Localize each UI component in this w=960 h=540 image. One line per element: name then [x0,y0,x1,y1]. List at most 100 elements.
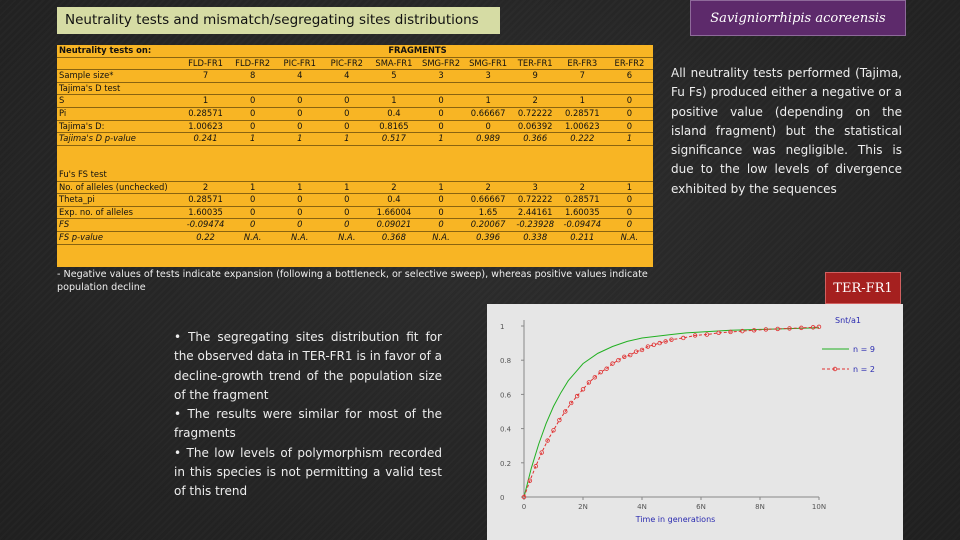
table-cell: 0.222 [558,132,606,146]
y-tick-label: 0 [500,494,504,502]
data-point [716,330,721,336]
data-point [568,400,574,406]
table-cell: 0 [323,218,371,232]
data-point [704,332,710,337]
y-tick-label: 1 [500,323,504,331]
y-tick-label: 0.8 [500,357,511,365]
row-label: FS [57,218,182,232]
table-cell: 1 [323,181,371,195]
row-label: Tajima's D: [57,120,182,134]
table-cell: 2 [464,181,512,195]
bullet-item: • The results were similar for most of t… [174,407,442,441]
table-cell: 0.22 [182,231,230,245]
table-cell: 0 [229,193,277,207]
table-cell: 1 [229,181,277,195]
data-point [681,335,686,341]
x-tick-label: 4N [637,503,647,511]
table-cell: 1 [323,132,371,146]
table-row: FS p-value 0.22 N.A. N.A. N.A. 0.368 N.A. 0.396… [57,231,653,245]
data-point [545,438,550,443]
table-cell: 0 [229,94,277,108]
table-cell: 0.211 [558,231,606,245]
sample-size-cell: 4 [323,69,371,83]
data-point [592,375,597,380]
table-cell: 3 [511,181,559,195]
table-cell: 0.06392 [511,120,559,134]
chart-title: Snt/a1 [835,316,861,325]
table-cell: 1.60035 [182,206,230,220]
legend-label: n = 9 [853,345,875,354]
fragment-column-header: PIC-FR1 [276,57,324,71]
data-point [557,417,562,423]
sample-size-cell: 9 [511,69,559,83]
table-cell: 0 [605,120,653,134]
table-cell: 0.989 [464,132,512,146]
data-point [610,361,615,366]
data-point [816,324,822,330]
data-point [574,393,580,399]
table-cell: -0.23928 [511,218,559,232]
table-row: Exp. no. of alleles 1.60035 0 0 0 1.66004 0 1.6… [57,206,653,220]
legend-label: n = 2 [853,365,875,374]
row-label: Theta_pi [57,193,182,207]
sample-size-cell: 3 [417,69,465,83]
table-row: No. of alleles (unchecked) 2 1 1 1 2 1 2 3 2 1 [57,181,653,195]
table-cell: N.A. [417,231,465,245]
data-point [598,369,603,375]
data-point [669,337,674,342]
data-point [645,344,651,349]
table-row: Tajima's D: 1.00623 0 0 0 0.8165 0 0 0.06392 1.00… [57,120,653,134]
table-cell: 0.4 [370,193,418,207]
table-cell: 1 [276,181,324,195]
table-cell: 0.368 [370,231,418,245]
table-cell: 0 [605,107,653,121]
table-row: FS -0.09474 0 0 0 0.09021 0 0.20067 -0.23928 -0.0… [57,218,653,232]
table-cell: -0.09474 [182,218,230,232]
table-cell: 0.72222 [511,107,559,121]
fragments-group-label: FRAGMENTS [182,45,653,58]
spacer-row [57,157,653,169]
tajima-section-label: Tajima's D test [57,82,653,96]
y-tick-label: 0.2 [500,460,511,468]
y-tick-label: 0.6 [500,391,512,399]
table-cell: 0.09021 [370,218,418,232]
y-tick-label: 0.4 [500,426,512,434]
table-cell: 0.4 [370,107,418,121]
table-cell: 1 [229,132,277,146]
row-label: FS p-value [57,231,182,245]
table-cell: 0 [276,193,324,207]
data-point [527,478,533,483]
data-point [663,339,668,344]
table-cell: 0.517 [370,132,418,146]
table-cell: 0 [417,206,465,220]
table-cell: 0.28571 [558,107,606,121]
table-cell: 0 [605,193,653,207]
table-cell: 1 [182,94,230,108]
table-cell: 1 [417,181,465,195]
table-cell: 0.72222 [511,193,559,207]
table-cell: 0 [323,94,371,108]
x-tick-label: 10N [812,503,826,511]
fragment-column-header: ER-FR3 [558,57,606,71]
data-point [633,349,639,354]
x-tick-label: 6N [696,503,706,511]
sample-size-cell: 7 [558,69,606,83]
series-line [523,326,820,498]
spacer-row [57,145,653,157]
table-cell: 1 [417,132,465,146]
table-cell: 1 [558,94,606,108]
table-row: Theta_pi 0.28571 0 0 0 0.4 0 0.66667 0.72222 0.28… [57,193,653,207]
bullet-item: • The segregating sites distribution fit… [174,330,442,402]
table-cell: 0 [417,120,465,134]
sample-size-cell: 8 [229,69,277,83]
data-point [799,325,804,331]
table-cell: 2 [182,181,230,195]
data-point [763,327,769,332]
segregating-sites-chart: 0 0.2 0.4 0.6 0.8 1 0 2N 4N 6N 8N 10N Time in genera… [487,304,903,540]
table-cell: N.A. [229,231,277,245]
table-cell: 0 [323,206,371,220]
table-cell: 0 [229,120,277,134]
data-point [551,428,556,433]
table-cell: 1.00623 [558,120,606,134]
